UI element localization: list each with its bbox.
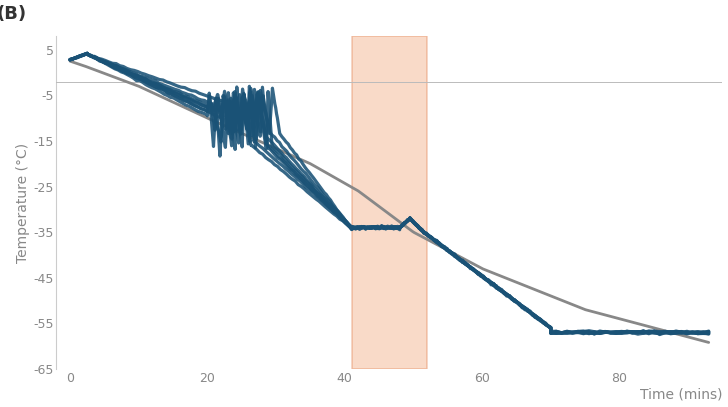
Text: (B): (B)	[0, 5, 26, 23]
Y-axis label: Temperature (°C): Temperature (°C)	[16, 142, 31, 263]
X-axis label: Time (mins): Time (mins)	[640, 387, 722, 401]
Bar	[352, 36, 427, 369]
